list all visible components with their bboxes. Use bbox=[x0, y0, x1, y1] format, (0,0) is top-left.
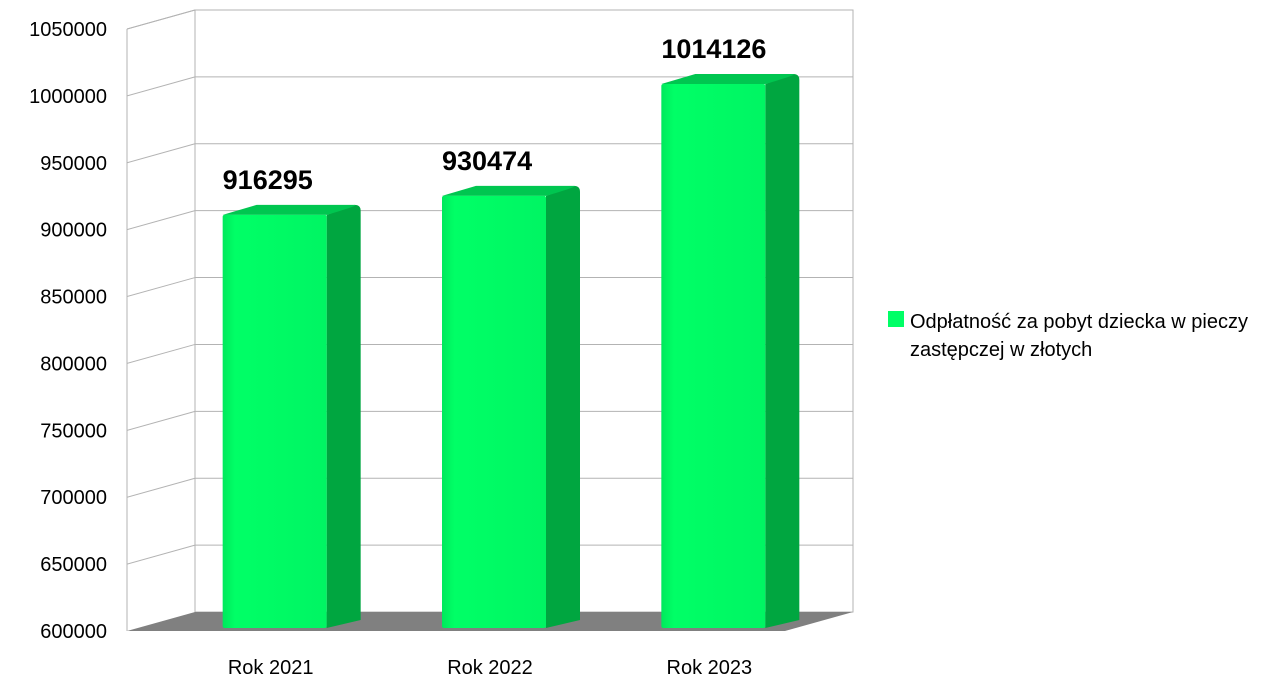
bar-top bbox=[222, 204, 356, 215]
bar bbox=[661, 73, 800, 628]
bar-front bbox=[442, 195, 546, 628]
data-label: 930474 bbox=[442, 146, 532, 176]
bar-front bbox=[661, 83, 766, 628]
y-tick-label: 1000000 bbox=[29, 86, 107, 108]
y-tick-label: 750000 bbox=[40, 420, 107, 442]
bar-side bbox=[326, 204, 361, 628]
data-label: 1014126 bbox=[661, 34, 766, 64]
x-tick-label: Rok 2021 bbox=[228, 657, 314, 679]
x-tick-label: Rok 2023 bbox=[667, 657, 753, 679]
legend-swatch bbox=[888, 311, 904, 327]
y-tick-label: 700000 bbox=[40, 487, 107, 509]
y-tick-label: 850000 bbox=[40, 287, 107, 309]
y-tick-label: 950000 bbox=[40, 153, 107, 175]
y-tick-label: 800000 bbox=[40, 353, 107, 375]
bar-side bbox=[546, 185, 580, 628]
bar-side bbox=[765, 73, 800, 628]
side-gridline bbox=[126, 544, 196, 565]
side-gridline bbox=[126, 343, 196, 364]
bar-front bbox=[222, 214, 327, 628]
side-gridline bbox=[126, 143, 196, 164]
side-gridline bbox=[126, 210, 196, 231]
x-tick-label: Rok 2022 bbox=[447, 657, 533, 679]
side-gridline bbox=[126, 76, 196, 97]
bar bbox=[222, 204, 361, 628]
y-tick-label: 650000 bbox=[40, 554, 107, 576]
side-gridline bbox=[126, 477, 196, 498]
side-gridline bbox=[126, 277, 196, 298]
bar bbox=[442, 185, 580, 628]
y-tick-label: 900000 bbox=[40, 220, 107, 242]
y-tick-label: 1050000 bbox=[29, 19, 107, 41]
bar-top bbox=[442, 185, 575, 196]
side-gridline bbox=[126, 410, 196, 431]
bar-top bbox=[661, 73, 795, 84]
data-label: 916295 bbox=[223, 165, 313, 195]
y-tick-label: 600000 bbox=[40, 621, 107, 643]
legend-label: Odpłatność za pobyt dziecka w pieczy zas… bbox=[910, 311, 1248, 361]
side-wall-edge bbox=[126, 9, 196, 30]
legend: Odpłatność za pobyt dziecka w pieczy zas… bbox=[888, 308, 1278, 364]
